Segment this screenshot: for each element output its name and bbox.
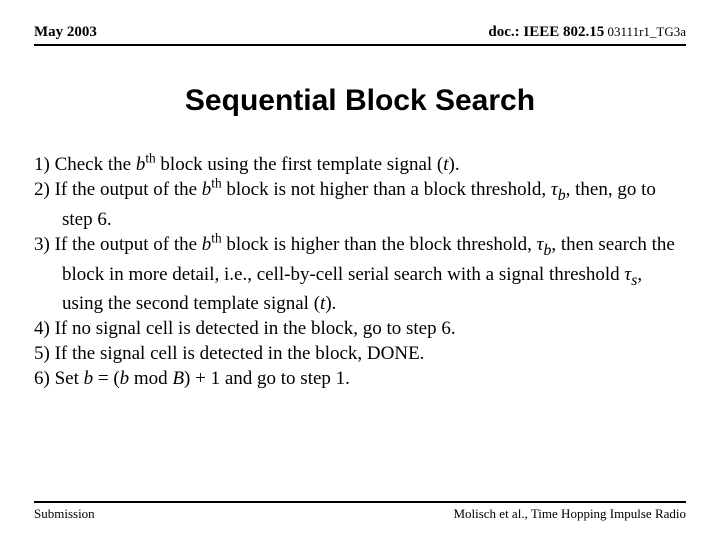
text: 1) Check the [34,154,136,175]
body-text: 1) Check the bth block using the first t… [34,152,686,392]
step-4: 4) If no signal cell is detected in the … [34,316,686,341]
sub-b: b [558,187,566,204]
var-b: b [136,154,146,175]
doc-suffix: 03111r1_TG3a [604,24,686,39]
sup-th: th [211,231,221,246]
text: 6) Set [34,368,84,389]
step-1: 1) Check the bth block using the first t… [34,152,686,177]
doc-prefix: doc.: IEEE 802.15 [488,24,604,40]
text: ) + 1 and go to step 1. [184,368,350,389]
slide-page: May 2003 doc.: IEEE 802.15 03111r1_TG3a … [0,0,720,540]
step-6: 6) Set b = (b mod B) + 1 and go to step … [34,366,686,391]
text: ). [325,293,336,314]
footer-right: Molisch et al., Time Hopping Impulse Rad… [453,506,686,522]
text: mod [129,368,172,389]
header-rule [34,44,686,46]
footer: Submission Molisch et al., Time Hopping … [34,501,686,522]
var-B: B [172,368,184,389]
var-b: b [202,179,212,200]
text: block using the first template signal ( [156,154,444,175]
text: block is not higher than a block thresho… [222,179,551,200]
sup-th: th [145,151,155,166]
step-5: 5) If the signal cell is detected in the… [34,341,686,366]
text: 3) If the output of the [34,234,202,255]
var-b: b [120,368,130,389]
tau: τ [551,179,558,200]
footer-left: Submission [34,506,95,522]
footer-row: Submission Molisch et al., Time Hopping … [34,506,686,522]
text: ). [449,154,460,175]
sup-th: th [211,176,221,191]
var-b: b [84,368,94,389]
header-date: May 2003 [34,24,97,41]
text: = ( [93,368,120,389]
step-3: 3) If the output of the bth block is hig… [34,232,686,316]
footer-rule [34,501,686,503]
header-row: May 2003 doc.: IEEE 802.15 03111r1_TG3a [34,24,686,41]
text: 2) If the output of the [34,179,202,200]
step-2: 2) If the output of the bth block is not… [34,177,686,232]
header-doc: doc.: IEEE 802.15 03111r1_TG3a [488,24,686,41]
page-title: Sequential Block Search [34,84,686,118]
text: block is higher than the block threshold… [222,234,537,255]
var-b: b [202,234,212,255]
